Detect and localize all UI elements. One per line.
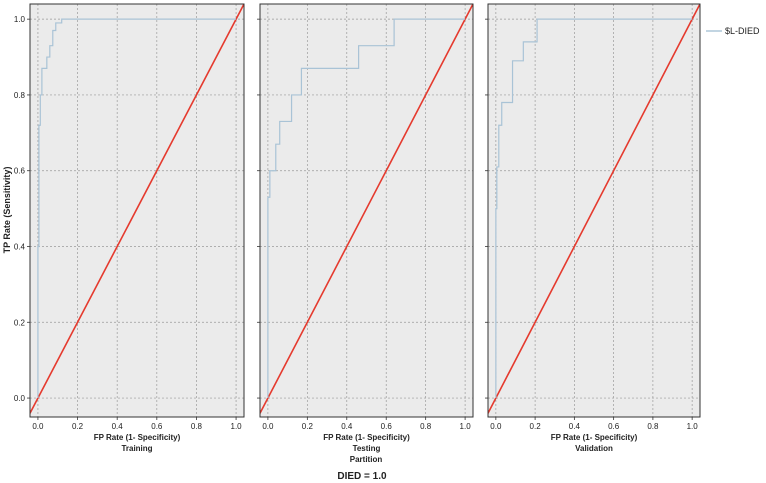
x-tick-label: 0.2 [72, 422, 84, 431]
x-tick-label: 0.6 [608, 422, 620, 431]
y-axis-label: TP Rate (Sensitivity) [2, 167, 12, 254]
y-tick-label: 0.8 [14, 91, 26, 100]
panels: 0.0 0.2 0.4 0.6 0.8 1.0 0.0 0.2 0.4 0.6 0.8 1.0 FP R… [14, 3, 701, 453]
panel-name: Training [121, 444, 152, 453]
panel-name: Testing [353, 444, 381, 453]
x-tick-label: 0.6 [381, 422, 393, 431]
x-tick-label: 0.8 [647, 422, 659, 431]
panel-training: 0.0 0.2 0.4 0.6 0.8 1.0 0.0 0.2 0.4 0.6 0.8 1.0 FP R… [14, 3, 245, 453]
x-tick-label: 1.0 [231, 422, 243, 431]
x-tick-label: 0.0 [490, 422, 502, 431]
x-tick-label: 0.8 [420, 422, 432, 431]
diagonal-line [30, 4, 244, 414]
panel-frame [487, 3, 701, 418]
x-tick-label: 0.8 [191, 422, 203, 431]
y-tick-label: 0.4 [14, 242, 26, 251]
panel-validation: 0.0 0.2 0.4 0.6 0.8 1.0 FP Rate (1- Specificit… [485, 3, 701, 453]
x-axis-label: FP Rate (1- Specificity) [94, 433, 181, 442]
y-tick-label: 0.0 [14, 394, 26, 403]
x-tick-label: 1.0 [687, 422, 699, 431]
y-tick-label: 0.2 [14, 318, 26, 327]
diagonal-line [260, 4, 473, 414]
legend: $L-DIED [706, 26, 760, 36]
x-axis-label: FP Rate (1- Specificity) [551, 433, 638, 442]
facet-label: Partition [350, 455, 383, 464]
x-tick-label: 1.0 [460, 422, 472, 431]
roc-curve [37, 18, 237, 399]
panel-testing: 0.0 0.2 0.4 0.6 0.8 1.0 FP Rate (1- Specificit… [257, 3, 474, 453]
x-tick-label: 0.6 [151, 422, 163, 431]
x-tick-label: 0.4 [112, 422, 124, 431]
panel-frame [259, 3, 474, 418]
panel-name: Validation [575, 444, 613, 453]
x-tick-label: 0.0 [32, 422, 44, 431]
diagonal-line [488, 4, 700, 414]
roc-curve [267, 18, 466, 399]
roc-curve [495, 18, 693, 399]
x-tick-label: 0.4 [569, 422, 581, 431]
panel-frame [29, 3, 245, 418]
x-tick-label: 0.2 [302, 422, 314, 431]
x-tick-label: 0.4 [341, 422, 353, 431]
y-tick-label: 1.0 [14, 15, 26, 24]
x-axis-label: FP Rate (1- Specificity) [323, 433, 410, 442]
x-tick-label: 0.0 [262, 422, 274, 431]
x-tick-label: 0.2 [530, 422, 542, 431]
legend-label: $L-DIED [725, 26, 760, 36]
y-tick-label: 0.6 [14, 167, 26, 176]
footer-label: DIED = 1.0 [337, 471, 387, 482]
